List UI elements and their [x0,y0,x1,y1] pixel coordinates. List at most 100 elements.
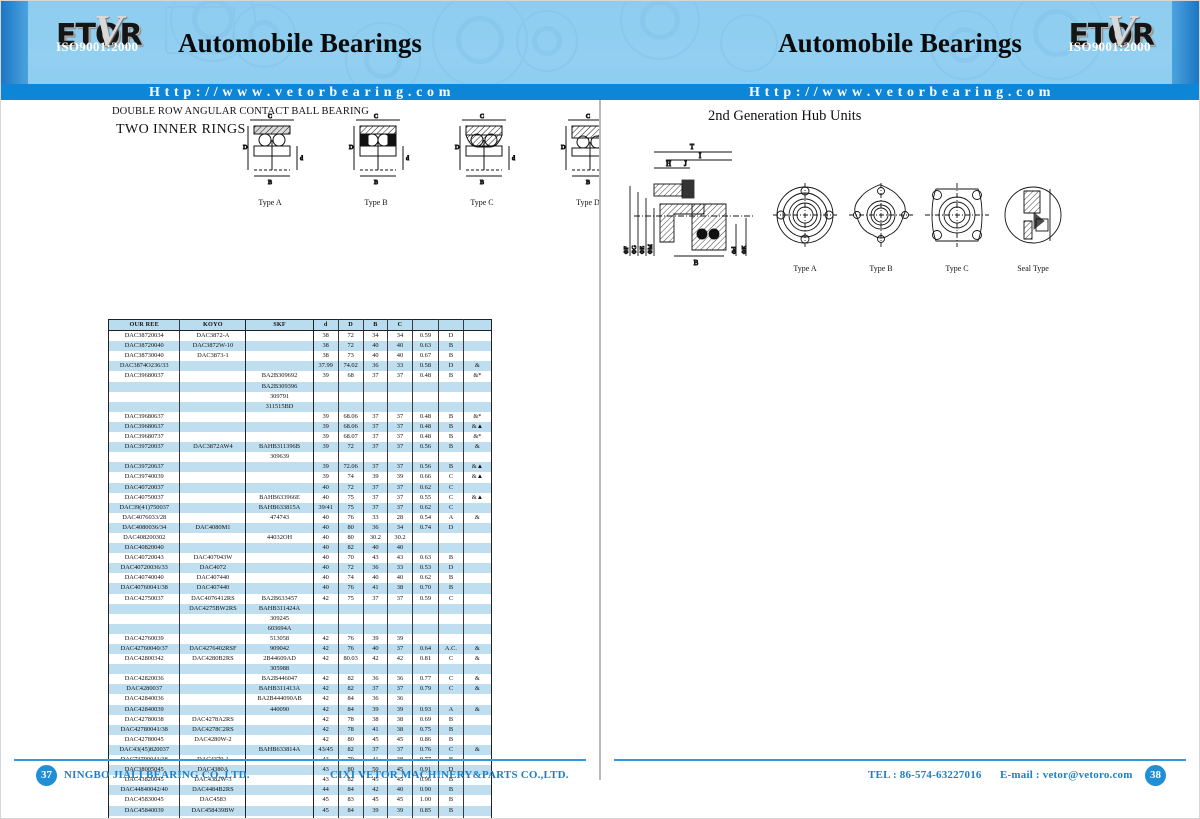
table-row: DAC27600050276050.050.00.56B [107,815,493,819]
table-cell [245,734,314,745]
table-cell [179,421,247,433]
table-cell: DAC39740039 [107,472,181,483]
table-cell [463,532,493,544]
table-cell: DAC4080M1 [179,522,247,533]
table-cell: DAC42760040/37 [107,644,181,655]
table-cell: 0.62 [412,482,440,493]
table-cell [313,391,339,402]
table-cell: 36 [387,674,413,685]
bearing-diagram-type-c: C D d B Type C [442,112,522,208]
table-cell [107,623,181,634]
table-cell: 40 [363,573,389,584]
table-cell: B [438,371,464,382]
table-header-row: OUR REE KOYO SKF d D B C [107,318,493,332]
table-cell: 42 [313,734,339,745]
table-cell: B [438,421,464,433]
logo-v-mark: V [94,6,124,55]
table-cell [412,694,440,705]
table-cell [438,623,464,634]
table-cell [245,482,314,493]
table-cell: 0.53 [412,563,440,574]
table-cell [179,432,247,443]
col-D: D [338,318,364,332]
company-name-2: CIXI VETOR MACHINERY&PARTS CO.,LTD. [330,769,569,781]
table-cell: A [438,704,464,715]
table-cell: DAC40720036/33 [107,563,181,574]
table-cell: 0.63 [412,341,440,352]
table-cell: 39 [313,472,339,483]
table-cell: DAC4278C2RS [179,724,247,735]
table-cell: B [438,714,464,725]
table-cell: 39 [387,633,413,644]
table-cell: 39 [313,421,339,433]
table-cell [179,411,247,422]
table-cell [245,341,314,352]
table-cell: &▲ [463,472,493,483]
table-cell: B [438,805,464,816]
table-row: DAC39680637 39 68.06 37 37 0.48 B &* [107,411,493,422]
table-cell: B [438,553,464,564]
table-cell: B [438,785,464,796]
table-cell: BA2B444090AB [245,694,314,705]
left-page-body: DOUBLE ROW ANGULAR CONTACT BALL BEARING … [0,100,600,819]
table-cell: DAC40750037 [107,492,181,503]
table-cell: 40 [313,512,339,523]
table-cell: &▲ [463,462,493,473]
table-cell: 39 [363,704,389,715]
table-cell [107,613,181,624]
table-row: 311515BD [107,401,493,412]
table-cell: 1.00 [412,795,440,806]
table-cell [107,391,181,402]
table-cell: 36 [363,563,389,574]
table-cell: B [438,734,464,745]
table-cell: DAC3873-1 [179,351,247,362]
table-cell: DAC407043W [179,553,247,564]
table-cell [245,785,314,796]
table-cell [463,351,493,362]
table-cell: 37 [363,442,389,453]
table-cell: 75 [338,502,364,513]
table-cell [245,543,314,554]
table-cell: C [438,684,464,695]
table-cell: 33 [387,361,413,372]
table-cell [387,452,413,463]
table-cell [338,603,364,614]
table-cell [463,775,493,786]
table-cell: B [438,724,464,735]
table-cell: 70 [338,553,364,564]
table-cell: 74 [338,472,364,483]
table-cell [363,401,389,412]
table-cell: 37 [363,421,389,433]
table-cell: 603694A [245,623,314,634]
table-cell [463,563,493,574]
table-cell: 0.93 [412,704,440,715]
table-row: BA2B309396 [107,381,493,392]
table-cell [313,623,339,634]
table-row: DAC39740039 39 74 39 39 0.66 C &▲ [107,472,493,483]
table-cell [107,401,181,412]
table-cell: 0.77 [412,674,440,685]
header-blue-band: H t t p : / / w w w . v e t o r b e a r … [0,84,600,100]
table-cell: 74.02 [338,361,364,372]
table-cell [363,664,389,675]
table-cell [245,815,314,819]
table-cell: 0.56 [412,462,440,473]
table-cell: DAC39680037 [107,371,181,382]
table-cell: DAC408200302 [107,532,181,544]
table-cell: 38 [363,714,389,725]
table-cell: 0.63 [412,553,440,564]
table-cell: DAC38720034 [107,330,181,342]
table-cell: DAC4275BW2RS [179,603,247,614]
table-cell: BAHB311424A [245,603,314,614]
table-cell: DAC4278A2RS [179,714,247,725]
table-cell: DAC42840039 [107,704,181,715]
table-cell: 41 [363,583,389,594]
svg-text:ΦE: ΦE [640,246,646,254]
table-cell: 68.06 [338,421,364,433]
table-cell [412,452,440,463]
table-cell: 43/45 [313,744,339,756]
table-cell: DAC40740040 [107,573,181,584]
svg-text:J: J [684,160,687,168]
table-cell: 36 [387,694,413,705]
table-cell: 68.07 [338,432,364,443]
